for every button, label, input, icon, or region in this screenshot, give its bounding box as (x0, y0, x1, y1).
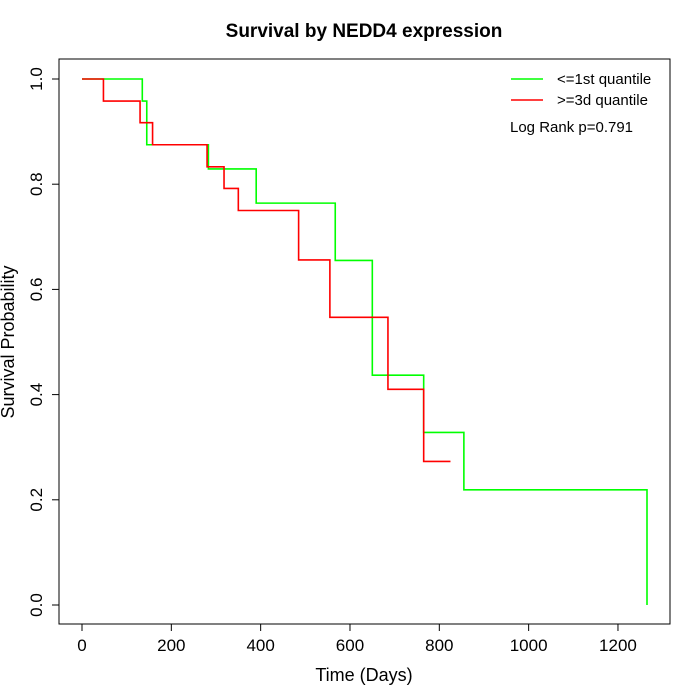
series-line-1 (82, 78, 648, 605)
y-tick-label: 1.0 (27, 67, 46, 91)
y-axis-label: Survival Probability (0, 265, 18, 418)
y-tick-label: 0.6 (27, 278, 46, 302)
x-tick-label: 200 (157, 636, 185, 655)
series-line-2 (82, 78, 451, 463)
y-tick-label: 0.8 (27, 172, 46, 196)
series-layer (82, 78, 648, 605)
y-tick-label: 0.2 (27, 488, 46, 512)
y-tick-label: 0.0 (27, 593, 46, 617)
legend-label-2: >=3d quantile (557, 92, 648, 109)
x-tick-label: 400 (246, 636, 274, 655)
legend-label-1: <=1st quantile (557, 71, 651, 88)
y-axis: 0.0 0.2 0.4 0.6 0.8 1.0 (27, 67, 60, 617)
x-tick-label: 1200 (599, 636, 637, 655)
x-tick-label: 800 (425, 636, 453, 655)
y-tick-label: 0.4 (27, 383, 46, 407)
legend: <=1st quantile >=3d quantile (511, 71, 651, 109)
x-axis: 0 200 400 600 800 1000 1200 (77, 623, 637, 655)
x-axis-label: Time (Days) (315, 665, 412, 685)
log-rank-annotation: Log Rank p=0.791 (510, 119, 633, 136)
x-tick-label: 1000 (510, 636, 548, 655)
chart-title: Survival by NEDD4 expression (226, 21, 503, 42)
plot-frame (58, 58, 671, 625)
x-tick-label: 0 (77, 636, 86, 655)
x-tick-label: 600 (336, 636, 364, 655)
